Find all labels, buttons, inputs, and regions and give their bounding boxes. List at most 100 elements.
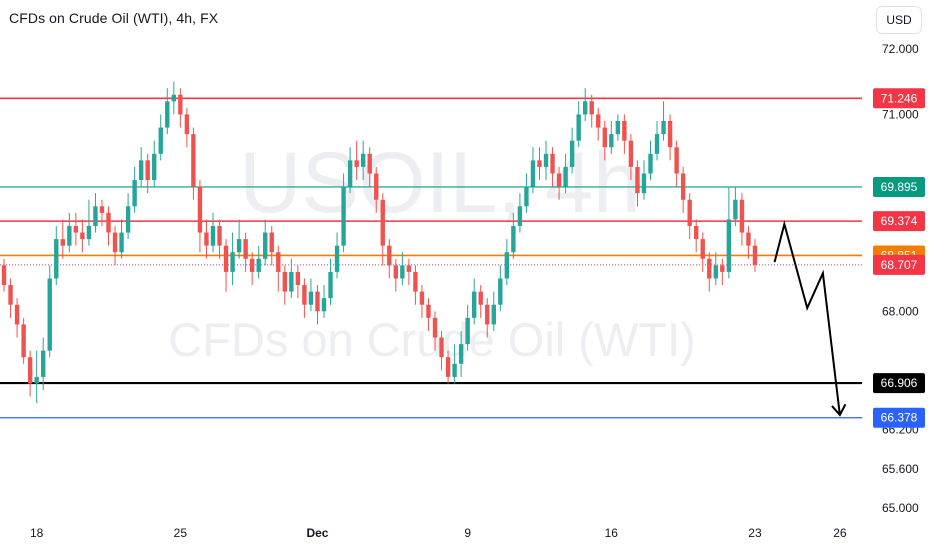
candle-body <box>152 153 157 181</box>
candle-body <box>14 304 20 325</box>
x-tick-label: 18 <box>30 526 44 540</box>
candle-body <box>556 173 562 187</box>
candle-body <box>184 114 190 135</box>
candle-body <box>210 225 216 246</box>
candle-body <box>197 186 203 233</box>
candle-body <box>132 180 137 207</box>
candle-body <box>54 239 59 279</box>
candle-body <box>530 160 536 187</box>
x-tick-label: 23 <box>748 526 762 540</box>
candle-body <box>406 265 412 272</box>
candle-body <box>41 350 46 377</box>
price-label-box <box>873 373 925 394</box>
candle-body <box>243 239 248 259</box>
candle-body <box>374 173 379 200</box>
x-tick-label: 9 <box>464 526 471 540</box>
candle-body <box>73 225 79 233</box>
candle-body <box>93 206 98 226</box>
candle-body <box>249 258 255 272</box>
candle-body <box>276 252 281 272</box>
candle-body <box>426 304 431 318</box>
candle-body <box>543 153 549 167</box>
candle-body <box>315 291 320 312</box>
candle-body <box>47 278 52 351</box>
price-label-box <box>873 254 925 275</box>
x-tick-label: 25 <box>174 526 188 540</box>
candle-body <box>746 232 751 246</box>
horizontal-levels[interactable] <box>0 97 862 419</box>
watermark-description: CFDs on Crude Oil (WTI) <box>168 313 696 366</box>
price-label-text: 68.707 <box>881 258 918 272</box>
x-tick-label: 16 <box>605 526 619 540</box>
candlesticks <box>1 81 758 404</box>
y-tick-label: 68.000 <box>882 304 919 318</box>
candle-body <box>8 285 13 305</box>
candle-body <box>452 363 457 377</box>
candle-body <box>733 199 738 220</box>
candle-body <box>458 344 464 364</box>
price-label-text: 66.378 <box>881 411 918 425</box>
candle-body <box>498 278 503 305</box>
candle-body <box>165 101 170 128</box>
y-tick-label: 65.600 <box>882 462 919 476</box>
y-tick-label: 65.000 <box>882 501 919 515</box>
candle-body <box>511 225 516 253</box>
candle-body <box>367 153 372 174</box>
projection-path[interactable] <box>773 220 847 417</box>
candle-body <box>563 166 568 187</box>
candle-body <box>439 337 444 358</box>
candle-body <box>687 199 692 226</box>
time-axis[interactable]: 18 25 Dec 9 16 23 26 <box>30 526 847 540</box>
candle-body <box>465 317 470 345</box>
candle-body <box>609 134 614 148</box>
candle-body <box>752 245 758 265</box>
candle-body <box>393 265 399 279</box>
candle-body <box>707 258 712 279</box>
candle-body <box>60 239 65 246</box>
candle-body <box>34 376 39 384</box>
candle-body <box>138 160 144 181</box>
candle-body <box>230 252 235 272</box>
candle-body <box>67 225 72 246</box>
candle-body <box>550 153 555 174</box>
candle-body <box>27 357 33 384</box>
projection-arrowhead[interactable] <box>831 403 847 417</box>
x-tick-label: 26 <box>833 526 847 540</box>
price-label-text: 69.374 <box>881 214 918 228</box>
price-label-box <box>873 211 925 232</box>
candle-body <box>726 219 732 272</box>
candle-body <box>125 206 131 233</box>
candle-body <box>445 357 451 377</box>
candle-body <box>204 232 209 246</box>
candle-body <box>178 94 183 115</box>
candle-body <box>648 153 653 174</box>
price-label-box <box>873 88 925 109</box>
candle-body <box>86 225 92 240</box>
candle-body <box>321 298 327 312</box>
price-labels: 71.24669.89569.37468.85168.70766.90666.3… <box>873 88 925 428</box>
candle-body <box>354 160 359 167</box>
y-tick-label: 72.000 <box>882 42 919 56</box>
price-label-text: 66.906 <box>881 376 918 390</box>
candle-body <box>21 324 26 358</box>
projection-line[interactable] <box>773 220 841 416</box>
currency-button[interactable]: USD <box>876 6 922 34</box>
candle-body <box>700 239 705 259</box>
candle-body <box>80 232 85 240</box>
candle-body <box>739 199 745 233</box>
candle-body <box>380 199 385 246</box>
candle-body <box>674 147 679 174</box>
candle-body <box>334 245 340 272</box>
price-label-text: 69.895 <box>881 180 918 194</box>
candle-body <box>635 166 640 194</box>
candle-body <box>569 140 575 167</box>
candle-body <box>347 160 353 187</box>
candle-body <box>112 232 118 253</box>
candle-body <box>145 160 150 181</box>
candle-body <box>432 317 438 338</box>
candle-body <box>537 160 542 167</box>
candle-body <box>504 252 510 279</box>
